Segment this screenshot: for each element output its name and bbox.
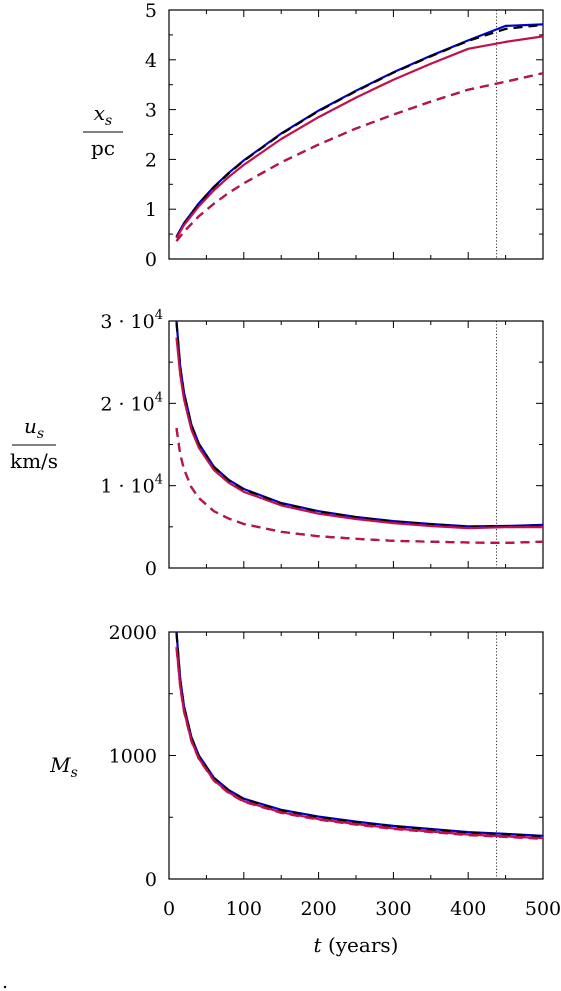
series-line-4 — [175, 72, 543, 242]
y-tick-label: 3 · 104 — [100, 308, 163, 333]
series-line-4 — [175, 427, 543, 544]
x-tick-label: 400 — [450, 898, 486, 920]
series-line-0 — [175, 23, 543, 238]
y-tick-label: 0 — [145, 869, 157, 891]
panel-mach-number: 0 1000 2000 0 100 200 300 400 500 t (years) Ms — [49, 622, 561, 957]
x-tick-label: 300 — [375, 898, 411, 920]
y-tick-label: 0 — [145, 558, 157, 580]
y-tick-label: 3 — [145, 100, 157, 122]
series-line-3 — [175, 647, 543, 840]
y-tick-label: 5 — [145, 0, 157, 22]
y-tick-label: 0 — [145, 249, 157, 271]
plot-frame — [168, 320, 544, 569]
y-axis-label-denominator: km/s — [10, 449, 58, 473]
y-axis-label-numerator: us — [24, 414, 44, 442]
plot-frame — [168, 9, 544, 260]
x-tick-label: 0 — [163, 898, 175, 920]
series-line-1 — [175, 23, 543, 238]
series-line-0 — [175, 320, 543, 528]
x-tick-label: 200 — [300, 898, 336, 920]
series-line-1 — [175, 633, 543, 838]
series-group — [175, 23, 543, 242]
series-line-2 — [175, 35, 543, 239]
x-tick-label: 100 — [226, 898, 262, 920]
x-axis-label: t (years) — [314, 933, 399, 957]
series-group — [175, 631, 543, 840]
series-line-2 — [175, 337, 543, 530]
plot-frame — [168, 631, 544, 880]
y-axis-label-denominator: pc — [91, 136, 115, 160]
series-group — [175, 320, 543, 544]
y-tick-label: 1 — [145, 199, 157, 221]
y-tick-label: 2 — [145, 149, 157, 171]
series-line-1 — [175, 322, 543, 528]
series-line-2 — [175, 646, 543, 840]
y-axis-label: Ms — [49, 753, 78, 781]
series-line-3 — [175, 72, 543, 242]
y-axis-label-numerator: xs — [94, 101, 112, 129]
series-line-0 — [175, 631, 543, 837]
x-tick-label: 500 — [525, 898, 561, 920]
y-tick-label: 1000 — [109, 746, 157, 768]
footer-mark: . — [2, 971, 8, 991]
y-tick-label: 2000 — [109, 622, 157, 644]
y-tick-label: 4 — [145, 50, 157, 72]
panel-shock-velocity: 0 1 · 104 2 · 104 3 · 104 us km/s — [10, 308, 544, 580]
y-tick-label: 2 · 104 — [100, 390, 163, 415]
y-tick-label: 1 · 104 — [100, 473, 163, 498]
panel-shock-radius: 0 1 2 3 4 5 xs pc — [83, 0, 544, 271]
